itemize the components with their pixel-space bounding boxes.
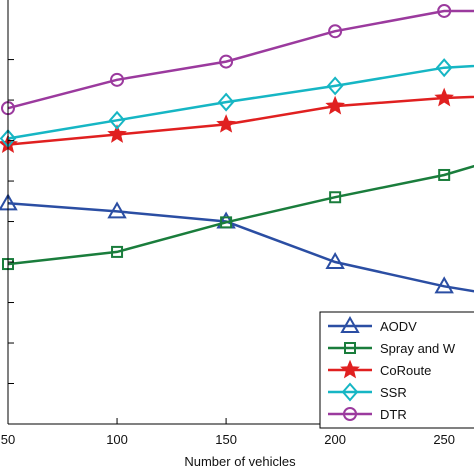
series-line xyxy=(7,164,474,266)
legend-label: Spray and W xyxy=(380,341,456,356)
series-layer xyxy=(0,3,474,294)
legend: AODV Spray and W CoRoute SSR DTR xyxy=(319,311,474,429)
x-tick-label: 150 xyxy=(215,432,237,447)
series-dtr xyxy=(1,3,474,116)
data-point-marker xyxy=(216,114,236,133)
data-point-marker xyxy=(328,24,343,39)
x-axis-title: Number of vehicles xyxy=(184,454,296,469)
series-line xyxy=(7,95,474,146)
series-line xyxy=(7,64,474,140)
data-point-marker xyxy=(435,58,453,78)
legend-marker xyxy=(340,359,360,379)
x-tick-label: 200 xyxy=(324,432,346,447)
data-point-marker xyxy=(107,124,127,143)
series-coroute xyxy=(0,87,474,153)
data-point-marker xyxy=(110,72,125,87)
legend-entry: Spray and W xyxy=(328,341,456,356)
data-point-marker xyxy=(107,201,127,219)
legend-marker xyxy=(340,315,360,333)
data-point-marker xyxy=(437,3,452,18)
data-point-marker xyxy=(326,76,344,96)
legend-marker xyxy=(343,407,357,421)
legend-marker xyxy=(341,382,359,402)
data-point-marker xyxy=(111,245,124,258)
data-point-marker xyxy=(325,95,345,115)
series-line xyxy=(7,9,474,110)
data-point-marker xyxy=(434,87,454,107)
legend-label: AODV xyxy=(380,319,417,334)
data-point-marker xyxy=(438,168,451,181)
series-ssr xyxy=(0,58,474,149)
data-point-marker xyxy=(217,92,235,112)
legend-entry: SSR xyxy=(328,382,407,402)
x-tick-label: 100 xyxy=(106,432,128,447)
data-point-marker xyxy=(329,191,342,204)
data-point-marker xyxy=(325,252,345,270)
data-point-marker xyxy=(220,216,233,229)
legend-entry: DTR xyxy=(328,407,407,422)
legend-label: SSR xyxy=(380,385,407,400)
x-tick-label: 50 xyxy=(1,432,15,447)
data-point-marker xyxy=(219,54,234,69)
data-point-marker xyxy=(434,276,454,294)
legend-entry: CoRoute xyxy=(328,359,431,379)
x-tick-label: 250 xyxy=(433,432,455,447)
data-point-marker xyxy=(108,110,126,130)
series-line xyxy=(7,202,474,293)
legend-label: CoRoute xyxy=(380,363,431,378)
legend-marker xyxy=(344,342,356,354)
legend-entry: AODV xyxy=(328,315,417,334)
axis-layer: 50 100 150 200 250 xyxy=(1,0,474,447)
legend-label: DTR xyxy=(380,407,407,422)
